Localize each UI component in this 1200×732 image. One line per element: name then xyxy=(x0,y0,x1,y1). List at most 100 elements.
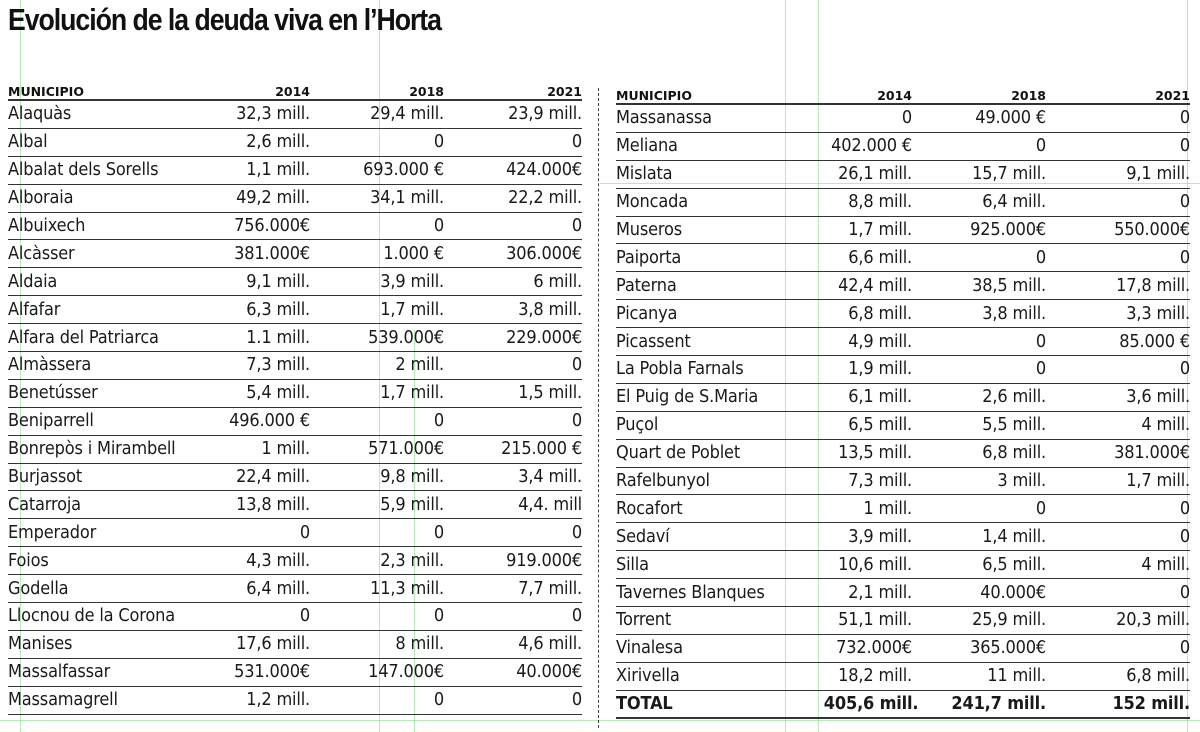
value-2018-cell: 9,8 mill. xyxy=(380,466,444,488)
value-2021-cell: 381.000€ xyxy=(1114,442,1190,464)
table-row: Torrent 51,1 mill. 25,9 mill. 20,3 mill. xyxy=(616,607,1190,635)
value-2021-cell: 0 xyxy=(571,215,582,236)
table-row: Emperador 0 0 0 xyxy=(8,519,582,548)
municipio-cell: Moncada xyxy=(616,191,688,213)
value-2014-cell: 26,1 mill. xyxy=(838,163,912,185)
value-2021-cell: 229.000€ xyxy=(506,326,582,348)
value-2018-cell: 3,8 mill. xyxy=(982,302,1046,324)
municipio-cell: Mislata xyxy=(616,163,673,185)
value-2014-cell: 2,1 mill. xyxy=(848,581,912,603)
value-2021-cell: 0 xyxy=(1179,135,1190,157)
value-2021-cell: 3,8 mill. xyxy=(518,298,582,320)
value-2021-cell: 23,9 mill. xyxy=(508,103,582,125)
value-2018-cell: 8 mill. xyxy=(395,633,444,655)
municipio-cell: Sedaví xyxy=(616,525,670,547)
value-2018-cell: 147.000€ xyxy=(368,661,444,683)
value-2021-cell: 3,3 mill. xyxy=(1126,302,1190,324)
value-2014-cell: 17,6 mill. xyxy=(236,633,310,655)
layout-guide xyxy=(0,720,1200,721)
value-2018-cell: 0 xyxy=(433,521,444,543)
value-2021-cell: 4,6 mill. xyxy=(518,633,582,655)
value-2021-cell: 0 xyxy=(1179,358,1190,380)
table-row: Benetússer 5,4 mill. 1,7 mill. 1,5 mill. xyxy=(8,380,582,408)
table-row: Alboraia 49,2 mill. 34,1 mill. 22,2 mill. xyxy=(8,185,582,213)
value-2014-cell: 1,7 mill. xyxy=(848,219,912,240)
value-2021-cell: 7,7 mill. xyxy=(518,577,582,599)
table-row: Moncada 8,8 mill. 6,4 mill. 0 xyxy=(616,189,1190,217)
value-2018-cell: 2 mill. xyxy=(395,354,444,376)
layout-guide xyxy=(20,0,21,732)
table-row: Mislata 26,1 mill. 15,7 mill. 9,1 mill. xyxy=(616,161,1190,189)
value-2014-cell: 3,9 mill. xyxy=(848,525,912,547)
value-2014-cell: 51,1 mill. xyxy=(838,609,912,631)
value-2014-cell: 6,5 mill. xyxy=(848,414,912,436)
value-2018-cell: 1,7 mill. xyxy=(380,382,444,404)
value-2021-cell: 4 mill. xyxy=(1141,553,1190,575)
value-2021-cell: 3,6 mill. xyxy=(1126,386,1190,408)
municipio-cell: Catarroja xyxy=(8,493,81,515)
total-label: TOTAL xyxy=(616,692,673,714)
value-2018-cell: 0 xyxy=(1035,135,1046,157)
value-2018-cell: 6,4 mill. xyxy=(982,191,1046,213)
value-2021-cell: 0 xyxy=(571,131,582,153)
value-2018-cell: 0 xyxy=(433,689,444,711)
municipio-cell: Burjassot xyxy=(8,466,82,488)
table-row: Tavernes Blanques 2,1 mill. 40.000€ 0 xyxy=(616,579,1190,608)
table-body: Massanassa 0 49.000 €0 Meliana 402.000 €0 0 Mi… xyxy=(616,105,1190,691)
value-2021-cell: 0 xyxy=(1179,246,1190,268)
value-2021-cell: 0 xyxy=(571,521,582,543)
table-row: Catarroja 13,8 mill. 5,9 mill. 4,4. mill xyxy=(8,491,582,520)
table-row: Manises 17,6 mill. 8 mill. 4,6 mill. xyxy=(8,631,582,659)
municipio-cell: Llocnou de la Corona xyxy=(8,605,175,627)
table-row: Bonrepòs i Mirambell 1 mill. 571.000€ 215.0… xyxy=(8,436,582,464)
municipio-cell: Manises xyxy=(8,633,73,655)
value-2021-cell: 424.000€ xyxy=(506,159,582,181)
municipio-cell: Foios xyxy=(8,549,49,571)
value-2014-cell: 0 xyxy=(901,107,912,129)
value-2014-cell: 49,2 mill. xyxy=(236,187,310,209)
value-2014-cell: 10,6 mill. xyxy=(838,553,912,575)
municipio-cell: El Puig de S.Maria xyxy=(616,386,759,408)
table-row: Foios 4,3 mill. 2,3 mill. 919.000€ xyxy=(8,547,582,576)
value-2014-cell: 8,8 mill. xyxy=(848,191,912,213)
municipio-cell: Rocafort xyxy=(616,497,683,519)
value-2018-cell: 5,9 mill. xyxy=(380,493,444,515)
value-2018-cell: 6,8 mill. xyxy=(982,442,1046,464)
value-2021-cell: 0 xyxy=(1179,107,1190,129)
table-row: Massamagrell 1,2 mill. 0 0 xyxy=(8,687,582,715)
value-2014-cell: 13,8 mill. xyxy=(236,493,310,515)
debt-table-left: MUNICIPIO 2014 2018 2021 Alaquàs 32,3 mil… xyxy=(8,84,582,715)
value-2021-cell: 0 xyxy=(571,410,582,432)
value-2018-cell: 49.000 € xyxy=(975,107,1046,129)
municipio-cell: Albuixech xyxy=(8,215,86,236)
table-row: Llocnou de la Corona 0 0 0 xyxy=(8,603,582,631)
table-row: Picassent 4,9 mill. 0 85.000 € xyxy=(616,328,1190,357)
municipio-cell: Godella xyxy=(8,577,69,599)
municipio-cell: Bonrepòs i Mirambell xyxy=(8,438,176,460)
table-row: Quart de Poblet 13,5 mill. 6,8 mill. 381.00… xyxy=(616,440,1190,468)
value-2021-cell: 6,8 mill. xyxy=(1126,665,1190,687)
table-body: Alaquàs 32,3 mill. 29,4 mill. 23,9 mill. Alb… xyxy=(8,101,582,715)
table-row: Museros 1,7 mill. 925.000€ 550.000€ xyxy=(616,217,1190,245)
table-row: Sedaví 3,9 mill. 1,4 mill. 0 xyxy=(616,523,1190,552)
municipio-cell: Albalat dels Sorells xyxy=(8,159,159,181)
table-row: Burjassot 22,4 mill. 9,8 mill. 3,4 mill. xyxy=(8,464,582,492)
value-2018-cell: 0 xyxy=(433,215,444,236)
municipio-cell: Picassent xyxy=(616,330,691,352)
table-row: Rafelbunyol 7,3 mill. 3 mill. 1,7 mill. xyxy=(616,468,1190,496)
value-2021-cell: 4,4. mill xyxy=(518,493,582,515)
table-row: Rocafort 1 mill. 0 0 xyxy=(616,495,1190,524)
municipio-cell: Alaquàs xyxy=(8,103,72,125)
municipio-cell: Quart de Poblet xyxy=(616,442,741,464)
value-2018-cell: 1,7 mill. xyxy=(380,298,444,320)
value-2018-cell: 1.000 € xyxy=(383,242,444,264)
municipio-cell: Alfara del Patriarca xyxy=(8,326,159,348)
value-2021-cell: 40.000€ xyxy=(516,661,582,683)
municipio-cell: Paiporta xyxy=(616,246,682,268)
value-2021-cell: 550.000€ xyxy=(1114,219,1190,240)
layout-guide xyxy=(379,0,380,732)
value-2018-cell: 25,9 mill. xyxy=(972,609,1046,631)
value-2018-cell: 11,3 mill. xyxy=(370,577,444,599)
layout-guide xyxy=(785,0,786,732)
value-2018-cell: 693.000 € xyxy=(363,159,444,181)
